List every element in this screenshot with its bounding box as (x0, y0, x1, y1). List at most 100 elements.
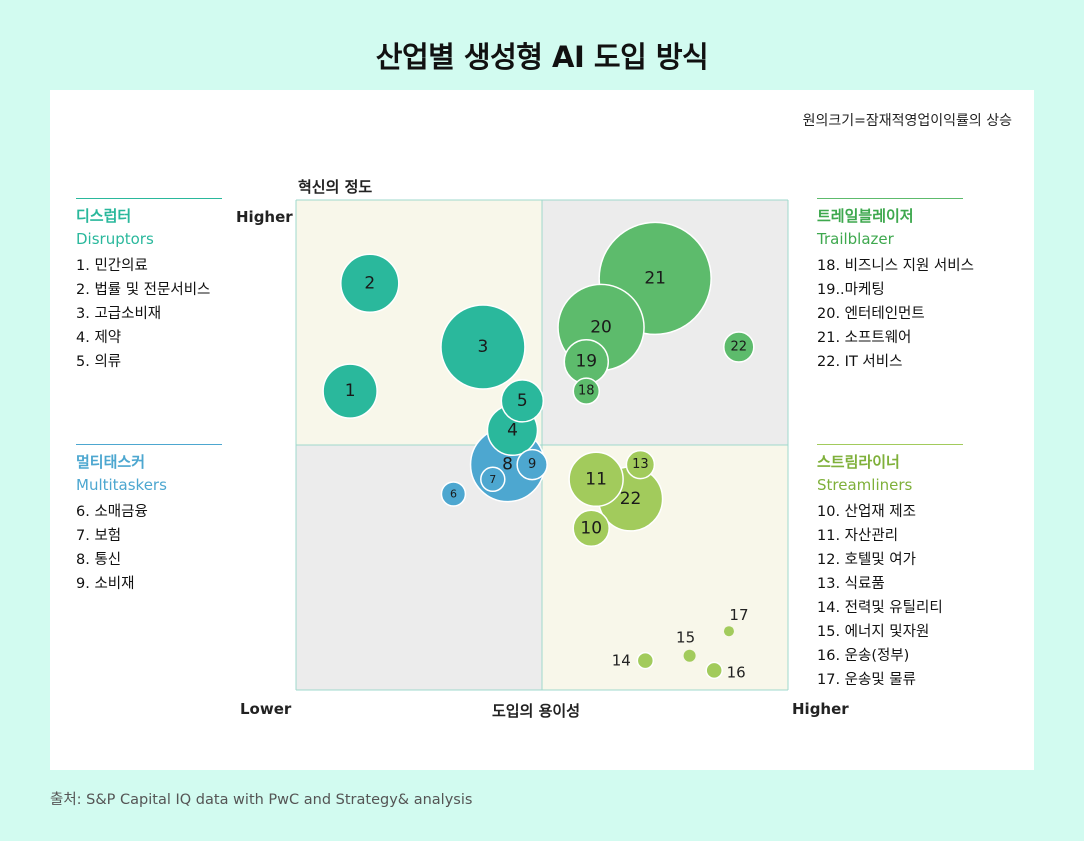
legend-title-kr: 스트림라이너 (817, 453, 900, 471)
bubble-label: 19 (575, 352, 597, 372)
legend-item: 4. 제약 (76, 330, 122, 346)
bubble-17: 17 (723, 606, 749, 637)
bubble-circle (340, 253, 400, 314)
legend-disruptors: 디스럽터 Disruptors 1. 민간의료 2. 법률 및 전문서비스 3.… (76, 198, 226, 374)
bubble-label: 9 (528, 457, 536, 472)
bubble-label: 10 (580, 518, 602, 538)
bubble-11: 11 (568, 451, 624, 508)
bubble-label: 17 (729, 606, 748, 624)
legend-title-en: Trailblazer (817, 230, 894, 248)
page-title: 산업별 생성형 AI 도입 방식 (375, 40, 709, 74)
bubble-1: 1 (322, 363, 378, 419)
legend-trailblazers: 트레일블레이저 Trailblazer 18. 비즈니스 지원 서비스 19..… (817, 198, 1017, 374)
legend-item: 15. 에너지 및자원 (817, 624, 930, 640)
bubble-label: 15 (676, 629, 695, 647)
bubble-5: 5 (500, 379, 545, 423)
y-axis-title: 혁신의 정도 (298, 178, 373, 196)
bubble-22: 22 (723, 331, 755, 363)
bubble-label: 18 (578, 384, 595, 399)
size-note: 원의크기=잠재적영업이익률의 상승 (802, 113, 1012, 129)
y-axis-high-label: Higher (236, 208, 293, 226)
bubble-19: 19 (563, 338, 610, 385)
legend-item: 3. 고급소비재 (76, 306, 162, 322)
bubble-label: 6 (450, 488, 457, 501)
legend-rule (76, 198, 222, 199)
legend-item: 22. IT 서비스 (817, 354, 903, 370)
bubble-label: 1 (345, 381, 356, 401)
legend-item: 12. 호텔및 여가 (817, 552, 916, 568)
bubble-circle (440, 304, 526, 390)
bubble-2: 2 (340, 253, 400, 314)
bubble-6: 6 (440, 481, 467, 507)
bubble-label: 4 (507, 420, 518, 440)
bubble-label: 14 (612, 652, 631, 670)
legend-item: 9. 소비재 (76, 576, 135, 592)
bubble-7: 7 (480, 466, 506, 493)
legend-item: 6. 소매금융 (76, 504, 148, 520)
bubble-15: 15 (676, 629, 696, 662)
legend-item: 10. 산업재 제조 (817, 504, 916, 520)
bubble-circle (500, 379, 545, 423)
bubble-label: 21 (644, 268, 666, 288)
legend-title-kr: 트레일블레이저 (817, 207, 914, 225)
legend-item: 19..마케팅 (817, 282, 885, 298)
legend-rule (76, 444, 222, 445)
legend-title-en: Multitaskers (76, 476, 167, 494)
legend-item: 16. 운송(정부) (817, 648, 910, 664)
bubble-label: 3 (478, 337, 489, 357)
legend-item: 20. 엔터테인먼트 (817, 306, 925, 322)
bubble-label: 7 (489, 473, 496, 486)
legend-item: 14. 전력및 유틸리티 (817, 600, 943, 616)
bubble-label: 2 (364, 273, 375, 293)
chart-card: 원의크기=잠재적영업이익률의 상승 21 20 3 8 22 2 1 11 4 19 5 10 9 22 1… (50, 90, 1034, 770)
bubble-label: 13 (632, 457, 649, 472)
legend-item: 5. 의류 (76, 354, 122, 370)
legend-item: 1. 민간의료 (76, 258, 148, 274)
bubble-13: 13 (625, 449, 656, 480)
bubble-circle (636, 651, 655, 670)
legend-item: 18. 비즈니스 지원 서비스 (817, 258, 974, 274)
legend-title-en: Disruptors (76, 230, 154, 248)
bubble-label: 11 (585, 469, 607, 489)
bubble-circle (572, 509, 610, 548)
legend-item: 8. 통신 (76, 552, 122, 568)
bubble-circle (723, 626, 734, 637)
bubble-circle (322, 363, 378, 419)
legend-title-en: Streamliners (817, 476, 913, 494)
legend-item: 2. 법률 및 전문서비스 (76, 282, 211, 298)
bubble-10: 10 (572, 509, 610, 548)
bubble-circle (568, 451, 624, 508)
legend-item: 11. 자산관리 (817, 528, 899, 544)
bubble-3: 3 (440, 304, 526, 390)
legend-streamliners: 스트림라이너 Streamliners 10. 산업재 제조 11. 자산관리 … (817, 444, 1017, 692)
bubble-label: 22 (731, 340, 748, 355)
bubble-circle (625, 449, 656, 480)
bubble-circle (480, 466, 506, 493)
legend-item: 17. 운송및 물류 (817, 672, 916, 688)
legend-rule (817, 444, 963, 445)
legend-rule (817, 198, 963, 199)
x-axis-low-label: Lower (240, 700, 292, 718)
legend-item: 13. 식료품 (817, 576, 885, 592)
source-note: 출처: S&P Capital IQ data with PwC and Str… (50, 792, 473, 808)
legend-title-kr: 멀티태스커 (76, 453, 146, 471)
bubble-circle (705, 661, 723, 680)
bubble-label: 16 (727, 663, 746, 681)
bubble-circle (723, 331, 755, 363)
legend-item: 7. 보험 (76, 528, 122, 544)
bubble-14: 14 (612, 651, 655, 670)
legend-item: 21. 소프트웨어 (817, 330, 912, 346)
bubble-label: 20 (590, 317, 612, 337)
legend-title-kr: 디스럽터 (76, 207, 132, 225)
bubble-16: 16 (705, 661, 746, 681)
bubble-18: 18 (572, 377, 601, 405)
bubble-label: 8 (502, 455, 513, 475)
bubble-circle (516, 448, 548, 481)
x-axis-title: 도입의 용이성 (492, 702, 581, 720)
bubble-label: 5 (517, 391, 528, 411)
bubble-circle (440, 481, 467, 507)
legend-multitaskers: 멀티태스커 Multitaskers 6. 소매금융 7. 보험 8. 통신 9… (76, 444, 226, 596)
bubble-9: 9 (516, 448, 548, 481)
bubble-label: 22 (620, 489, 642, 509)
